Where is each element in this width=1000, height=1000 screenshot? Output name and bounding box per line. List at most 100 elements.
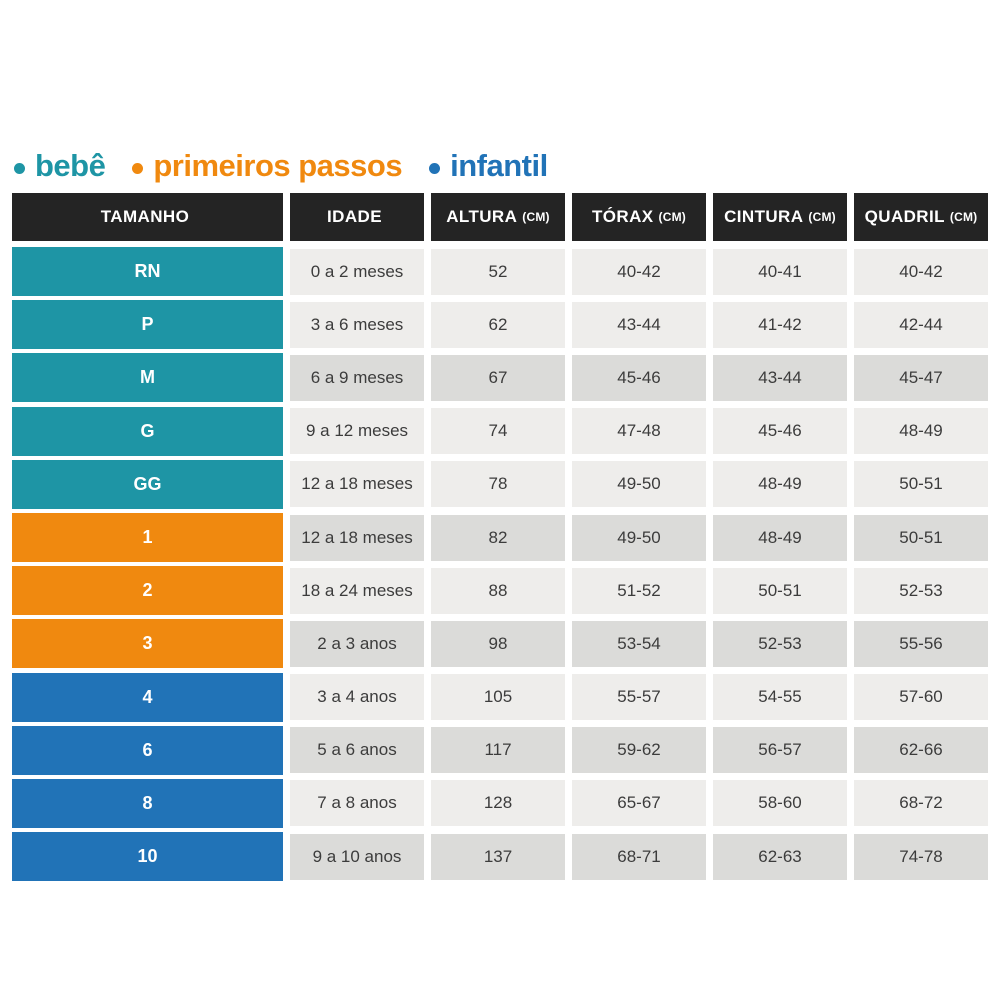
data-cell: 40-41 bbox=[713, 248, 847, 295]
data-cell: 50-51 bbox=[713, 567, 847, 614]
size-cell: GG bbox=[12, 459, 283, 509]
column-unit: (CM) bbox=[808, 210, 836, 224]
bullet-icon bbox=[429, 163, 441, 174]
data-cell: 68-72 bbox=[854, 780, 988, 827]
data-cell: 67 bbox=[431, 354, 565, 401]
legend-label: primeiros passos bbox=[153, 148, 403, 183]
table-row: M 6 a 9 meses 67 45-46 43-44 45-47 bbox=[12, 351, 988, 404]
legend: bebê primeiros passos infantil bbox=[14, 146, 548, 186]
table-row: 8 7 a 8 anos 128 65-67 58-60 68-72 bbox=[12, 777, 988, 830]
table-row: 6 5 a 6 anos 117 59-62 56-57 62-66 bbox=[12, 724, 988, 777]
data-cell: 45-47 bbox=[854, 354, 988, 401]
size-cell: 4 bbox=[12, 672, 283, 722]
data-cell: 7 a 8 anos bbox=[290, 780, 424, 827]
data-cell: 43-44 bbox=[572, 301, 706, 348]
bullet-icon bbox=[14, 163, 25, 174]
data-cell: 2 a 3 anos bbox=[290, 620, 424, 667]
size-cell: 2 bbox=[12, 566, 283, 616]
table-row: 3 2 a 3 anos 98 53-54 52-53 55-56 bbox=[12, 617, 988, 670]
table-row: 10 9 a 10 anos 137 68-71 62-63 74-78 bbox=[12, 830, 988, 883]
data-cell: 9 a 12 meses bbox=[290, 408, 424, 455]
data-cell: 58-60 bbox=[713, 780, 847, 827]
header-row: TAMANHO IDADE ALTURA (CM) TÓRAX (CM) CIN… bbox=[12, 193, 988, 241]
table-row: RN 0 a 2 meses 52 40-42 40-41 40-42 bbox=[12, 245, 988, 298]
data-cell: 56-57 bbox=[713, 727, 847, 774]
size-cell: G bbox=[12, 406, 283, 456]
header-cell: CINTURA (CM) bbox=[713, 193, 847, 241]
legend-item: primeiros passos bbox=[132, 148, 403, 184]
column-label: ALTURA bbox=[446, 207, 518, 226]
header-cell: IDADE bbox=[290, 193, 424, 241]
data-cell: 49-50 bbox=[572, 514, 706, 561]
data-cell: 6 a 9 meses bbox=[290, 354, 424, 401]
data-cell: 5 a 6 anos bbox=[290, 727, 424, 774]
legend-label: bebê bbox=[35, 148, 106, 183]
size-cell: 10 bbox=[12, 832, 283, 882]
size-cell: M bbox=[12, 353, 283, 403]
size-cell: P bbox=[12, 300, 283, 350]
data-cell: 52-53 bbox=[713, 620, 847, 667]
column-unit: (CM) bbox=[658, 210, 686, 224]
data-cell: 88 bbox=[431, 567, 565, 614]
data-cell: 48-49 bbox=[713, 514, 847, 561]
data-cell: 57-60 bbox=[854, 674, 988, 721]
data-cell: 18 a 24 meses bbox=[290, 567, 424, 614]
column-unit: (CM) bbox=[522, 210, 550, 224]
data-cell: 74-78 bbox=[854, 833, 988, 880]
data-cell: 48-49 bbox=[854, 408, 988, 455]
data-cell: 42-44 bbox=[854, 301, 988, 348]
data-cell: 55-57 bbox=[572, 674, 706, 721]
size-cell: 1 bbox=[12, 513, 283, 563]
column-unit: (CM) bbox=[949, 210, 978, 224]
data-cell: 54-55 bbox=[713, 674, 847, 721]
data-cell: 105 bbox=[431, 674, 565, 721]
data-cell: 40-42 bbox=[854, 248, 988, 295]
data-cell: 45-46 bbox=[713, 408, 847, 455]
data-cell: 43-44 bbox=[713, 354, 847, 401]
column-label: TÓRAX bbox=[592, 207, 654, 226]
size-cell: 8 bbox=[12, 778, 283, 828]
table-row: P 3 a 6 meses 62 43-44 41-42 42-44 bbox=[12, 298, 988, 351]
data-cell: 65-67 bbox=[572, 780, 706, 827]
column-label: CINTURA bbox=[724, 207, 804, 226]
data-cell: 78 bbox=[431, 461, 565, 508]
data-cell: 45-46 bbox=[572, 354, 706, 401]
table-body: RN 0 a 2 meses 52 40-42 40-41 40-42 P 3 a 6 … bbox=[12, 245, 988, 883]
data-cell: 41-42 bbox=[713, 301, 847, 348]
data-cell: 59-62 bbox=[572, 727, 706, 774]
data-cell: 52 bbox=[431, 248, 565, 295]
data-cell: 48-49 bbox=[713, 461, 847, 508]
table-row: G 9 a 12 meses 74 47-48 45-46 48-49 bbox=[12, 405, 988, 458]
bullet-icon bbox=[132, 163, 144, 174]
column-label: TAMANHO bbox=[100, 207, 190, 226]
legend-item: bebê bbox=[14, 148, 106, 184]
data-cell: 68-71 bbox=[572, 833, 706, 880]
data-cell: 50-51 bbox=[854, 461, 988, 508]
header-cell: TÓRAX (CM) bbox=[572, 193, 706, 241]
data-cell: 82 bbox=[431, 514, 565, 561]
data-cell: 74 bbox=[431, 408, 565, 455]
size-cell: 6 bbox=[12, 725, 283, 775]
table-row: 2 18 a 24 meses 88 51-52 50-51 52-53 bbox=[12, 564, 988, 617]
table-row: 1 12 a 18 meses 82 49-50 48-49 50-51 bbox=[12, 511, 988, 564]
data-cell: 55-56 bbox=[854, 620, 988, 667]
data-cell: 62-66 bbox=[854, 727, 988, 774]
data-cell: 50-51 bbox=[854, 514, 988, 561]
data-cell: 53-54 bbox=[572, 620, 706, 667]
data-cell: 52-53 bbox=[854, 567, 988, 614]
data-cell: 62-63 bbox=[713, 833, 847, 880]
legend-item: infantil bbox=[429, 148, 548, 184]
data-cell: 40-42 bbox=[572, 248, 706, 295]
data-cell: 12 a 18 meses bbox=[290, 461, 424, 508]
data-cell: 12 a 18 meses bbox=[290, 514, 424, 561]
data-cell: 98 bbox=[431, 620, 565, 667]
column-label: IDADE bbox=[327, 207, 382, 226]
data-cell: 9 a 10 anos bbox=[290, 833, 424, 880]
size-cell: RN bbox=[12, 247, 283, 297]
data-cell: 62 bbox=[431, 301, 565, 348]
header-cell: TAMANHO bbox=[12, 193, 283, 241]
data-cell: 117 bbox=[431, 727, 565, 774]
table-row: 4 3 a 4 anos 105 55-57 54-55 57-60 bbox=[12, 671, 988, 724]
table-row: GG 12 a 18 meses 78 49-50 48-49 50-51 bbox=[12, 458, 988, 511]
